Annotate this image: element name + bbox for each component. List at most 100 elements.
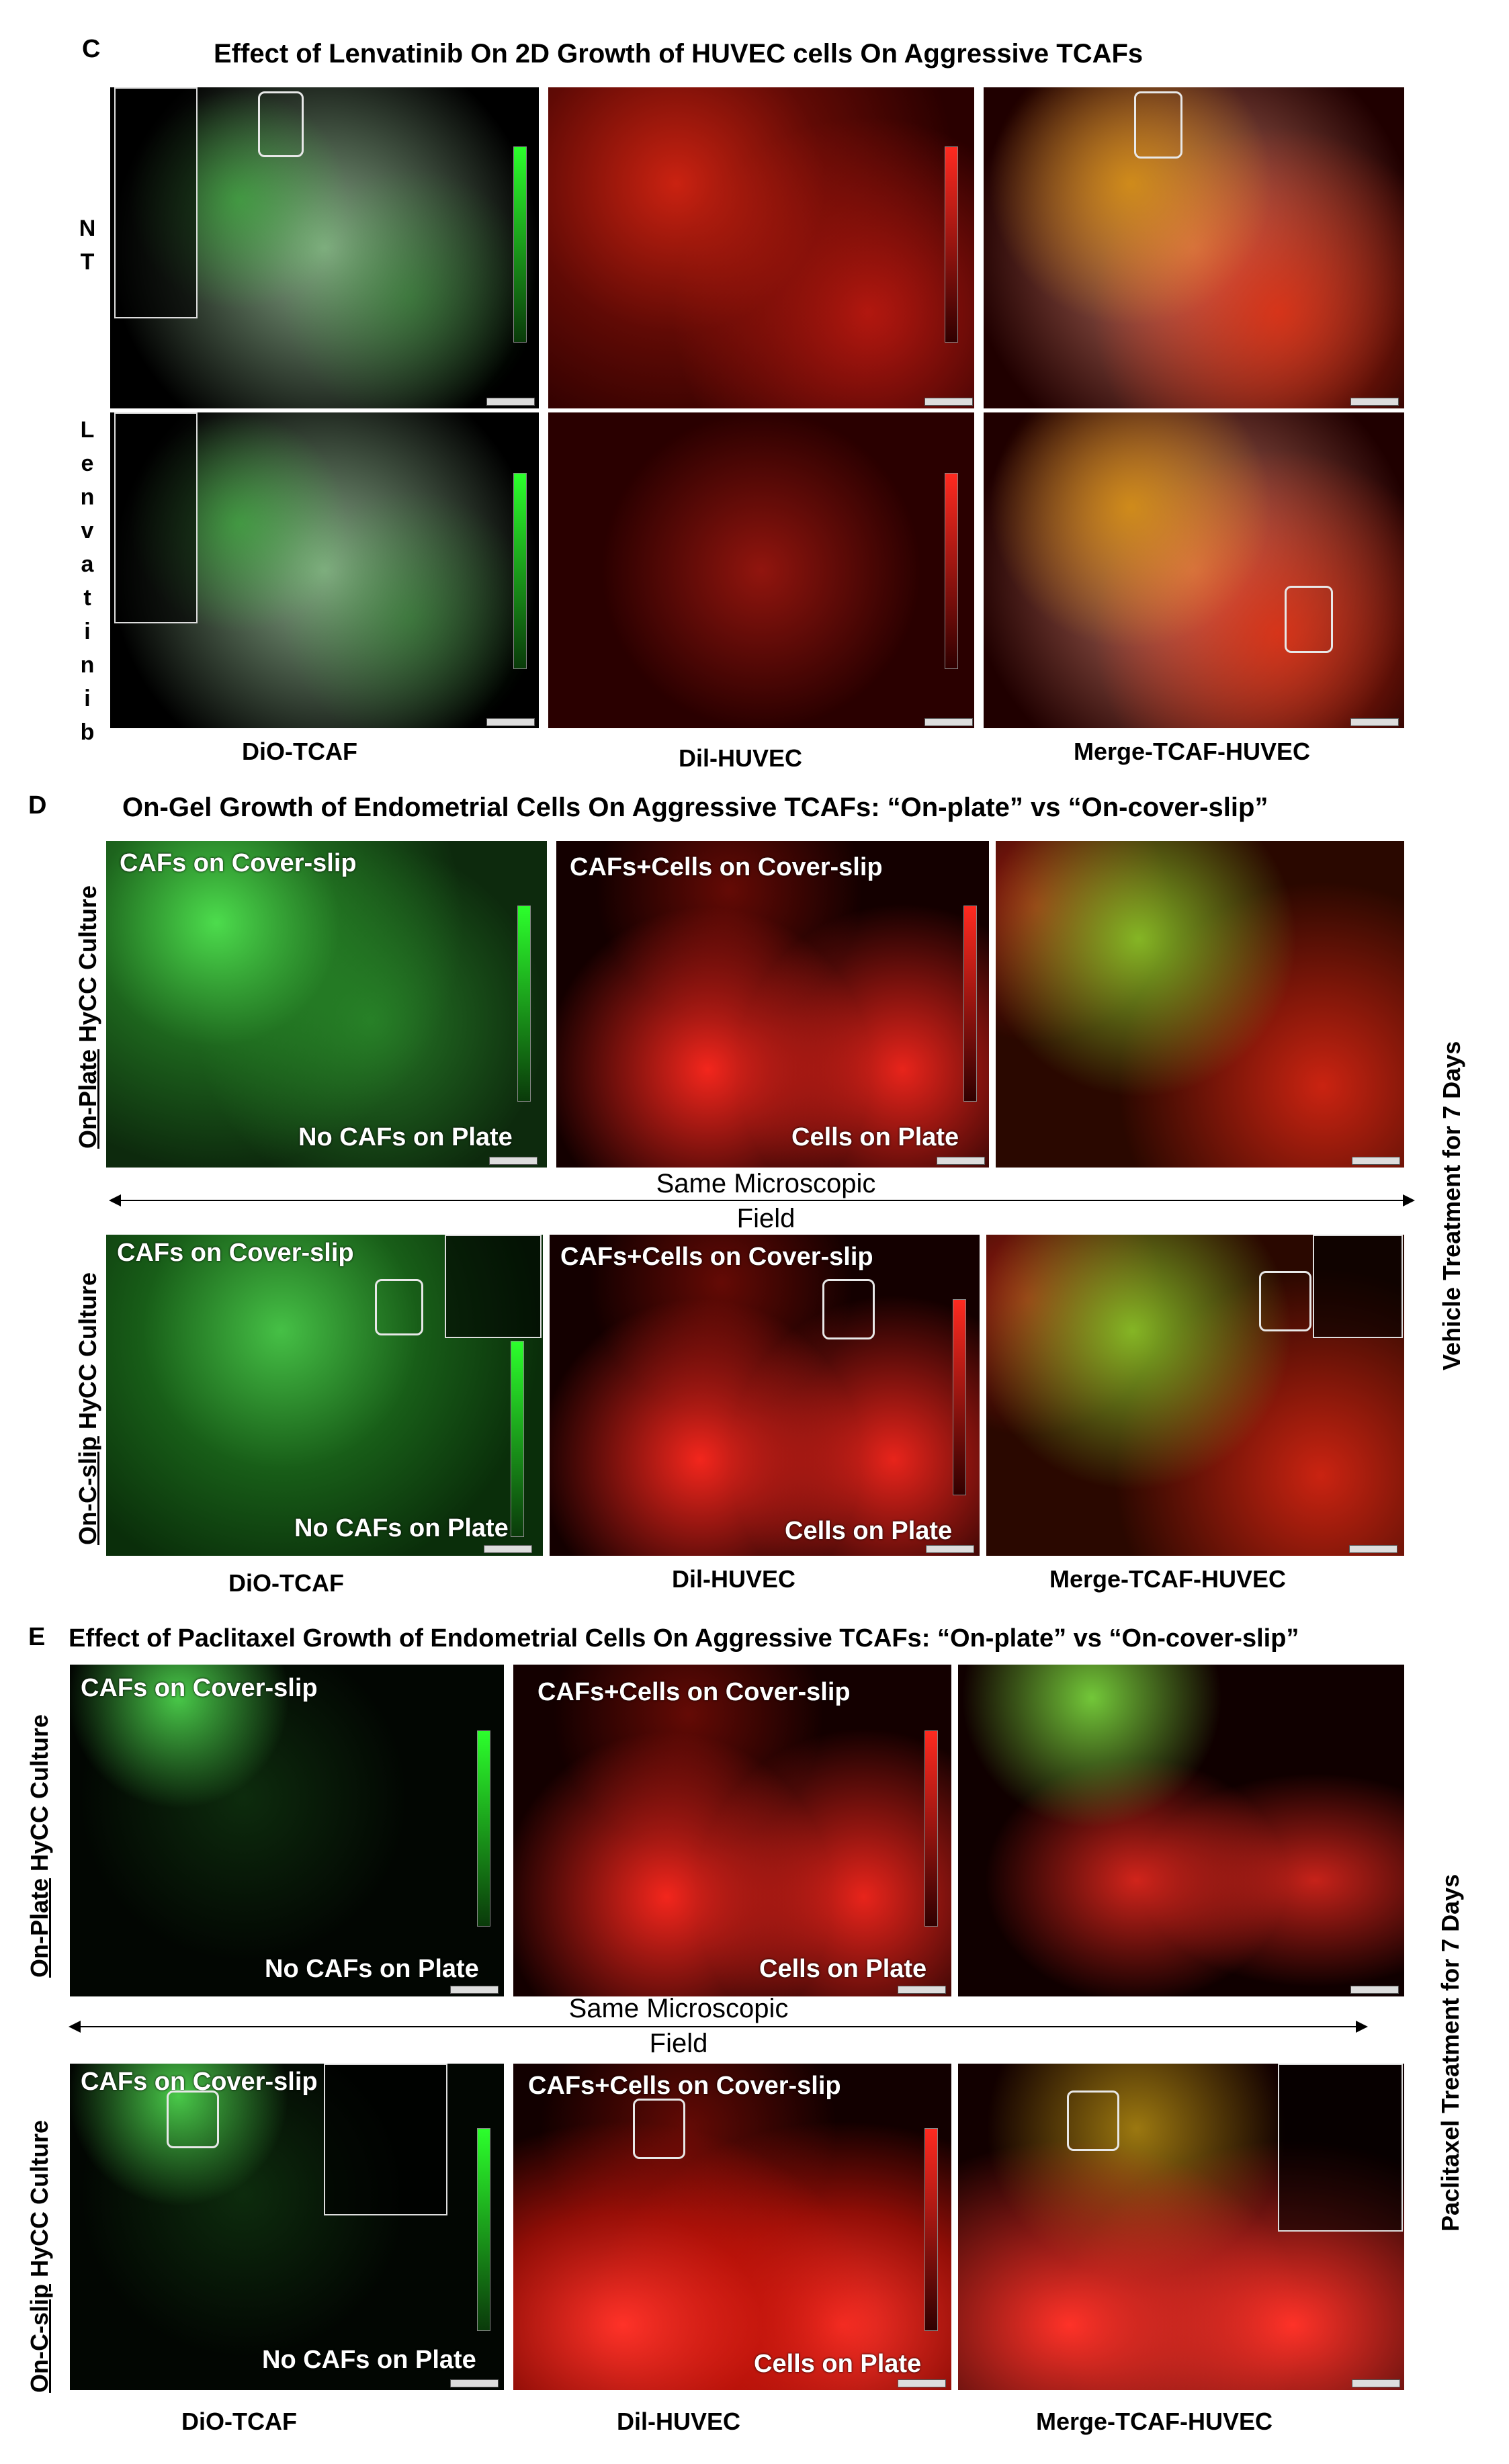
overlay-no-cafs-on-plate: No CAFs on Plate: [298, 1123, 513, 1151]
scale-bar: [1350, 398, 1399, 406]
panel-d-oncslip-dio-image: CAFs on Cover-slip No CAFs on Plate: [105, 1233, 544, 1557]
roi-box: [258, 91, 304, 157]
scale-bar: [924, 398, 973, 406]
scale-bar: [1352, 2379, 1400, 2387]
panel-e-title: Effect of Paclitaxel Growth of Endometri…: [69, 1624, 1299, 1653]
intensity-scale-bar: [511, 1341, 524, 1537]
overlay-cafs-on-coverslip: CAFs on Cover-slip: [81, 1674, 318, 1702]
panel-e-row1-label: On-Plate HyCC Culture: [26, 1714, 53, 1978]
intensity-scale-bar: [945, 473, 958, 669]
arrow-right-icon: [1356, 2021, 1368, 2033]
same-field-label-line1: Same Microscopic: [656, 1169, 876, 1198]
panel-c-nt-dil-image: [547, 86, 976, 410]
panel-c-nt-merge-image: [982, 86, 1406, 410]
panel-c-col-label-dio: DiO-TCAF: [242, 738, 357, 765]
panel-d-onplate-merge-image: [994, 840, 1406, 1169]
panel-c-lenvatinib-dil-image: [547, 411, 976, 730]
panel-e-oncslip-dio-image: CAFs on Cover-slip No CAFs on Plate: [69, 2062, 505, 2391]
scale-bar: [898, 2379, 946, 2387]
panel-e-letter: E: [28, 1623, 46, 1651]
panel-e-col-label-merge: Merge-TCAF-HUVEC: [1036, 2408, 1273, 2435]
zoom-inset: [114, 87, 198, 318]
panel-d-title: On-Gel Growth of Endometrial Cells On Ag…: [122, 793, 1268, 822]
panel-e-col-label-dio: DiO-TCAF: [181, 2408, 297, 2435]
panel-e-row2-label: On-C-slip HyCC Culture: [26, 2119, 53, 2393]
intensity-scale-bar: [477, 2128, 490, 2331]
roi-box: [167, 2091, 219, 2148]
panel-d-row1-label: On-Plate HyCC Culture: [74, 885, 101, 1149]
arrow-left-icon: [109, 1194, 121, 1206]
intensity-scale-bar: [953, 1299, 966, 1495]
scale-bar: [489, 1157, 537, 1165]
arrow-right-icon: [1403, 1194, 1415, 1206]
intensity-scale-bar: [945, 146, 958, 343]
overlay-cells-on-plate: Cells on Plate: [791, 1123, 959, 1151]
overlay-cells-on-plate: Cells on Plate: [754, 2350, 922, 2378]
intensity-scale-bar: [513, 146, 527, 343]
intensity-scale-bar: [513, 473, 527, 669]
roi-box: [1285, 586, 1333, 653]
roi-box: [1067, 2091, 1119, 2151]
panel-c-nt-dio-image: [109, 86, 540, 410]
scale-bar: [1352, 1157, 1400, 1165]
panel-d-onplate-dio-image: CAFs on Cover-slip No CAFs on Plate: [105, 840, 548, 1169]
arrow-left-icon: [69, 2021, 81, 2033]
panel-e-col-label-dil: Dil-HUVEC: [617, 2408, 741, 2435]
same-field-label-line1: Same Microscopic: [568, 1994, 789, 2023]
panel-e-oncslip-dil-image: CAFs+Cells on Cover-slip Cells on Plate: [512, 2062, 953, 2391]
panel-e-side-label: Paclitaxel Treatment for 7 Days: [1436, 1874, 1464, 2232]
same-field-label-line2: Field: [649, 2029, 708, 2058]
panel-d-oncslip-dil-image: CAFs+Cells on Cover-slip Cells on Plate: [548, 1233, 981, 1557]
same-field-label-line2: Field: [736, 1204, 795, 1233]
scale-bar: [1350, 1986, 1399, 1994]
overlay-no-cafs-on-plate: No CAFs on Plate: [265, 1955, 479, 1983]
panel-e-onplate-dio-image: CAFs on Cover-slip No CAFs on Plate: [69, 1663, 505, 1998]
scale-bar: [937, 1157, 985, 1165]
scale-bar: [450, 2379, 499, 2387]
roi-box: [1259, 1271, 1311, 1331]
panel-d-col-label-dio: DiO-TCAF: [228, 1569, 344, 1597]
overlay-cafs-on-coverslip: CAFs on Cover-slip: [117, 1239, 354, 1267]
same-field-arrow: [120, 1200, 1403, 1201]
panel-c-lenvatinib-dio-image: [109, 411, 540, 730]
panel-d-col-label-merge: Merge-TCAF-HUVEC: [1049, 1565, 1287, 1593]
panel-c-col-label-merge: Merge-TCAF-HUVEC: [1074, 738, 1311, 765]
panel-c-col-label-dil: Dil-HUVEC: [679, 744, 803, 772]
scale-bar: [486, 398, 535, 406]
scale-bar: [1349, 1545, 1397, 1553]
panel-e-oncslip-merge-image: [957, 2062, 1406, 2391]
overlay-cells-on-plate: Cells on Plate: [785, 1517, 953, 1545]
intensity-scale-bar: [924, 2128, 938, 2331]
zoom-inset: [114, 412, 198, 623]
panel-d-col-label-dil: Dil-HUVEC: [672, 1565, 796, 1593]
overlay-cafs-cells-on-coverslip: CAFs+Cells on Cover-slip: [537, 1678, 851, 1706]
overlay-no-cafs-on-plate: No CAFs on Plate: [294, 1514, 509, 1542]
overlay-cafs-cells-on-coverslip: CAFs+Cells on Cover-slip: [560, 1243, 873, 1271]
scale-bar: [450, 1986, 499, 1994]
overlay-cafs-on-coverslip: CAFs on Cover-slip: [120, 849, 357, 877]
roi-box: [375, 1279, 423, 1335]
roi-box: [822, 1279, 875, 1339]
panel-c-letter: C: [82, 35, 101, 63]
panel-e-onplate-dil-image: CAFs+Cells on Cover-slip Cells on Plate: [512, 1663, 953, 1998]
scale-bar: [924, 718, 973, 726]
zoom-inset: [324, 2064, 447, 2215]
panel-d-oncslip-merge-image: [985, 1233, 1406, 1557]
intensity-scale-bar: [517, 906, 531, 1102]
intensity-scale-bar: [477, 1730, 490, 1927]
panel-d-row2-label: On-C-slip HyCC Culture: [74, 1272, 101, 1545]
zoom-inset: [1313, 1235, 1403, 1338]
zoom-inset: [445, 1235, 542, 1338]
roi-box: [633, 2099, 685, 2159]
roi-box: [1134, 91, 1182, 159]
panel-e-onplate-merge-image: [957, 1663, 1406, 1998]
same-field-arrow: [79, 2026, 1356, 2027]
zoom-inset: [1278, 2064, 1403, 2232]
overlay-cells-on-plate: Cells on Plate: [759, 1955, 927, 1983]
scale-bar: [486, 718, 535, 726]
scale-bar: [484, 1545, 532, 1553]
intensity-scale-bar: [924, 1730, 938, 1927]
scale-bar: [898, 1986, 946, 1994]
